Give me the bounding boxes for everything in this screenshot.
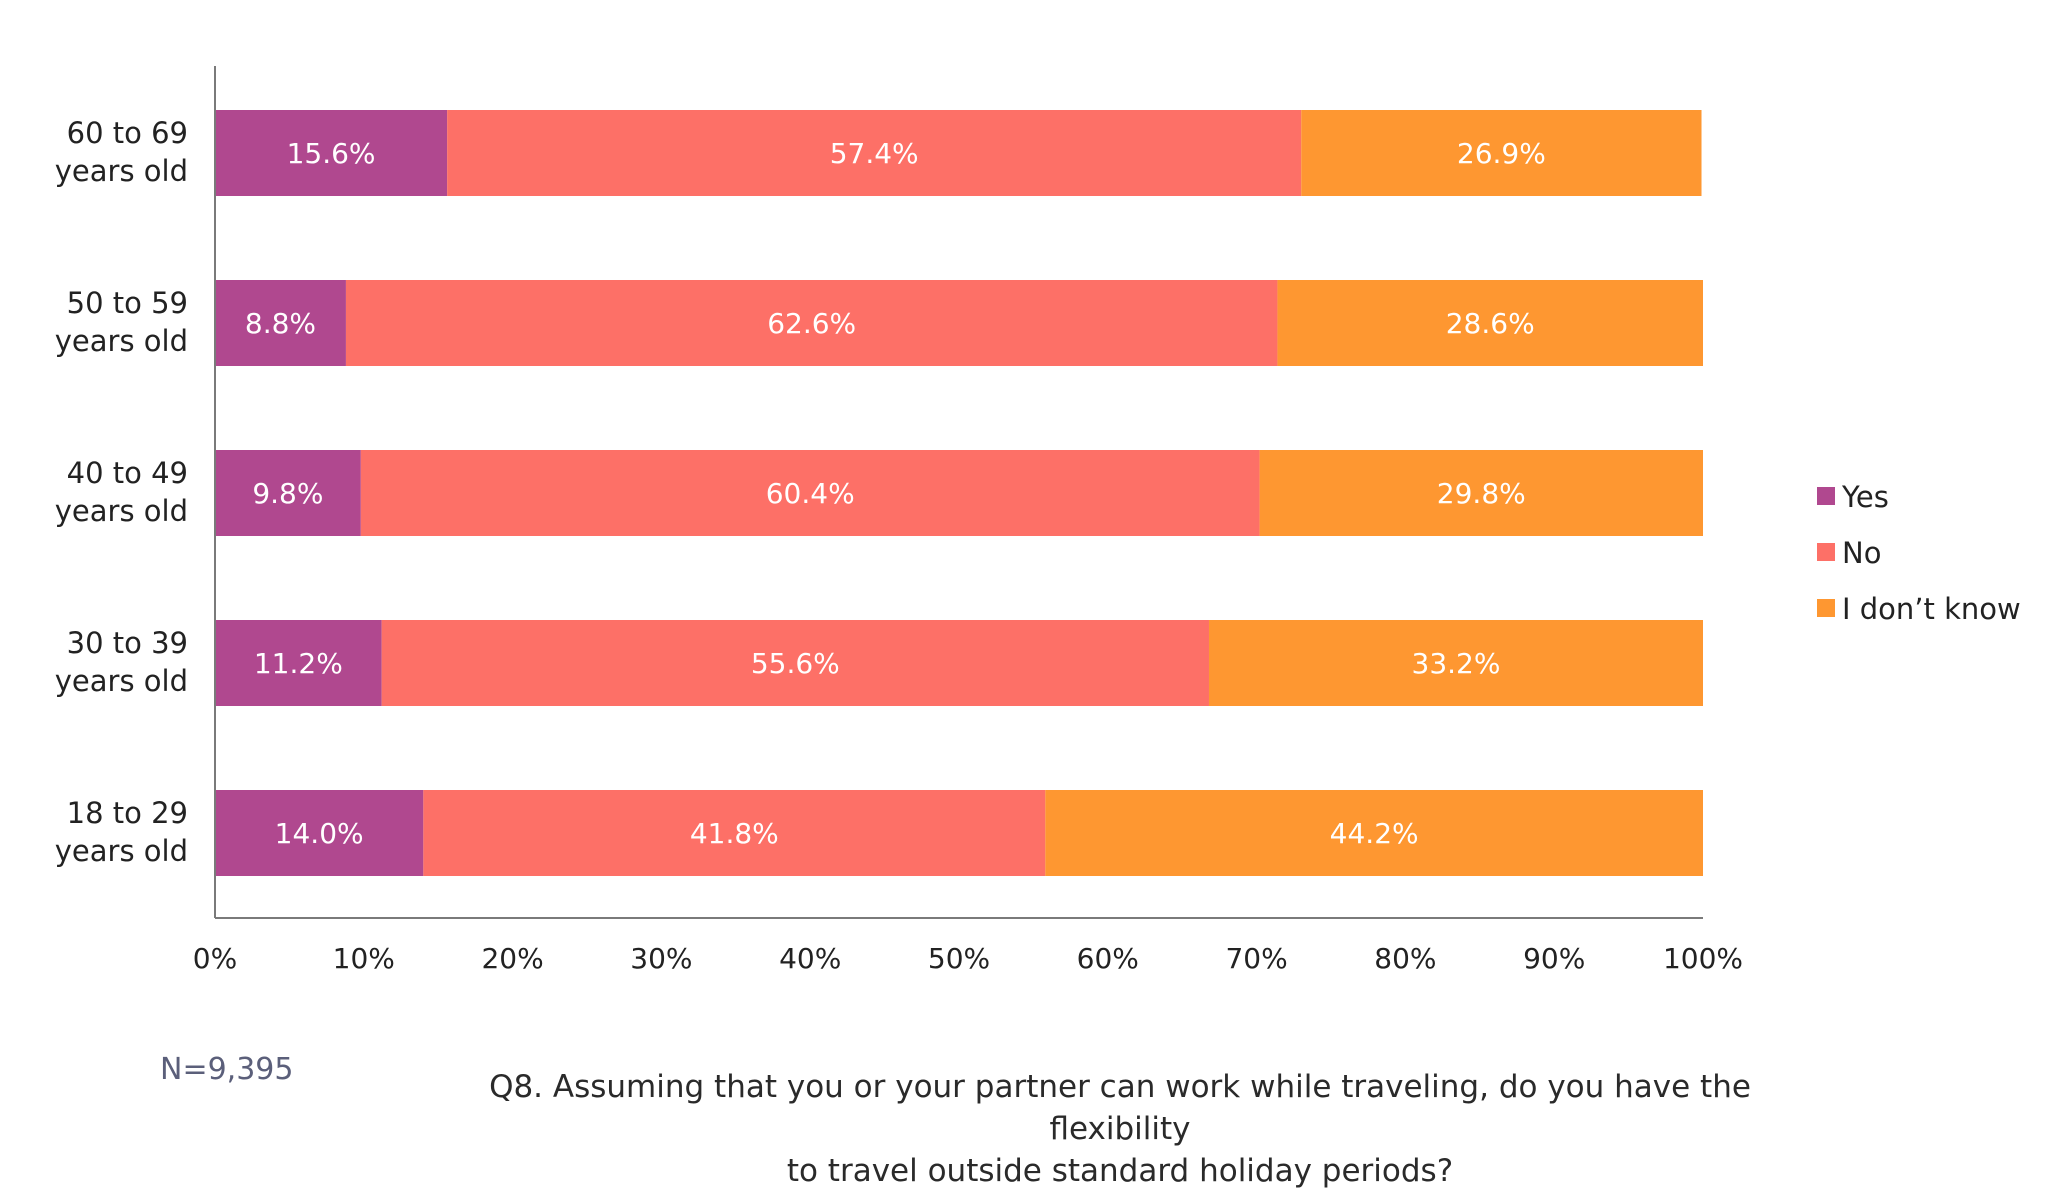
axes-layer <box>214 66 1703 919</box>
data-label: 8.8% <box>245 307 316 340</box>
legend-swatch <box>1817 599 1835 617</box>
x-tick-label: 70% <box>1225 942 1287 975</box>
legend-swatch <box>1817 543 1835 561</box>
category-label: 30 to 39 years old <box>55 626 188 698</box>
bar-segment-i-don-t-know-1 <box>1277 280 1703 366</box>
legend-label: No <box>1842 536 1881 570</box>
data-label: 57.4% <box>830 137 919 170</box>
x-tick-label: 50% <box>928 942 990 975</box>
legend: Yes No I don’t know <box>1817 480 2021 626</box>
data-label: 55.6% <box>751 647 840 680</box>
data-label: 11.2% <box>254 647 343 680</box>
x-tick-label: 60% <box>1077 942 1139 975</box>
data-label: 44.2% <box>1330 817 1419 850</box>
sample-size-note: N=9,395 <box>160 1052 294 1087</box>
x-axis-ticks-layer: 0% 10% 20% 30% 40% 50% 60% 70% 80% 90% 100% <box>193 942 1743 975</box>
bar-segment-yes-1 <box>215 280 346 366</box>
bar-segment-yes-0 <box>215 110 448 196</box>
bar-segment-no-3 <box>381 620 1209 706</box>
legend-label: Yes <box>1841 480 1889 514</box>
bar-segment-i-don-t-know-3 <box>1208 620 1703 706</box>
category-label: 18 to 29 years old <box>55 796 188 868</box>
x-tick-label: 80% <box>1374 942 1436 975</box>
x-tick-label: 10% <box>333 942 395 975</box>
data-label: 29.8% <box>1437 477 1526 510</box>
bar-segment-i-don-t-know-0 <box>1301 110 1702 196</box>
bar-segment-yes-3 <box>215 620 382 706</box>
data-label: 26.9% <box>1457 137 1546 170</box>
data-label: 15.6% <box>287 137 376 170</box>
bar-segment-no-4 <box>423 790 1046 876</box>
question-caption: Q8. Assuming that you or your partner ca… <box>420 1066 1820 1192</box>
data-label: 33.2% <box>1412 647 1501 680</box>
bar-segment-no-0 <box>447 110 1302 196</box>
segment-labels-layer: 15.6% 57.4% 26.9% 8.8% 62.6% 28.6% 9.8% 60.4% 29… <box>245 137 1546 850</box>
x-tick-label: 0% <box>193 942 237 975</box>
bar-segment-i-don-t-know-4 <box>1045 790 1703 876</box>
data-label: 14.0% <box>275 817 364 850</box>
x-tick-label: 30% <box>630 942 692 975</box>
bar-segment-i-don-t-know-2 <box>1259 450 1703 536</box>
data-label: 28.6% <box>1446 307 1535 340</box>
data-label: 60.4% <box>766 477 855 510</box>
bar-segment-no-1 <box>345 280 1278 366</box>
bar-segment-yes-2 <box>215 450 361 536</box>
legend-label: I don’t know <box>1842 592 2021 626</box>
category-label: 50 to 59 years old <box>55 286 188 358</box>
data-label: 9.8% <box>252 477 323 510</box>
data-label: 62.6% <box>767 307 856 340</box>
x-tick-label: 20% <box>481 942 543 975</box>
question-line-2: to travel outside standard holiday perio… <box>786 1153 1454 1189</box>
bar-segment-no-2 <box>360 450 1260 536</box>
bar-segment-yes-4 <box>215 790 424 876</box>
category-label: 60 to 69 years old <box>55 116 188 188</box>
x-tick-label: 100% <box>1663 942 1743 975</box>
category-labels-layer: 60 to 69 years old 50 to 59 years old 40 to … <box>55 116 188 868</box>
x-tick-label: 40% <box>779 942 841 975</box>
question-line-1: Q8. Assuming that you or your partner ca… <box>489 1069 1751 1147</box>
data-label: 41.8% <box>690 817 779 850</box>
category-label: 40 to 49 years old <box>55 456 188 528</box>
legend-swatch <box>1817 487 1835 505</box>
x-tick-label: 90% <box>1523 942 1585 975</box>
bars-layer <box>215 110 1703 876</box>
